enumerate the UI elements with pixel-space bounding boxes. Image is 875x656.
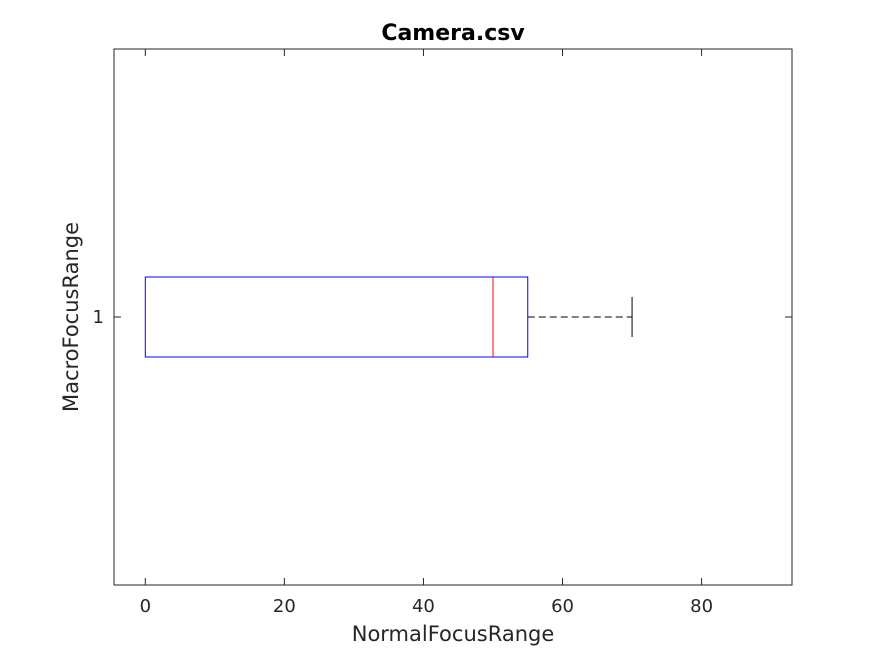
y-axis-label: MacroFocusRange [59,222,83,412]
x-tick-label: 60 [551,596,574,617]
box-iqr [144,276,529,358]
box-group [144,276,633,358]
x-tick-label: 20 [273,596,296,617]
x-tick-label: 80 [690,596,713,617]
x-tick-label: 0 [140,596,151,617]
x-axis-label: NormalFocusRange [352,622,555,646]
x-axis-ticks: 0 20 40 60 80 [140,49,713,617]
chart-title: Camera.csv [381,21,525,46]
x-tick-label: 40 [412,596,435,617]
y-axis-ticks: 1 [93,307,792,328]
y-tick-label: 1 [93,307,104,328]
plot-area [113,48,793,586]
